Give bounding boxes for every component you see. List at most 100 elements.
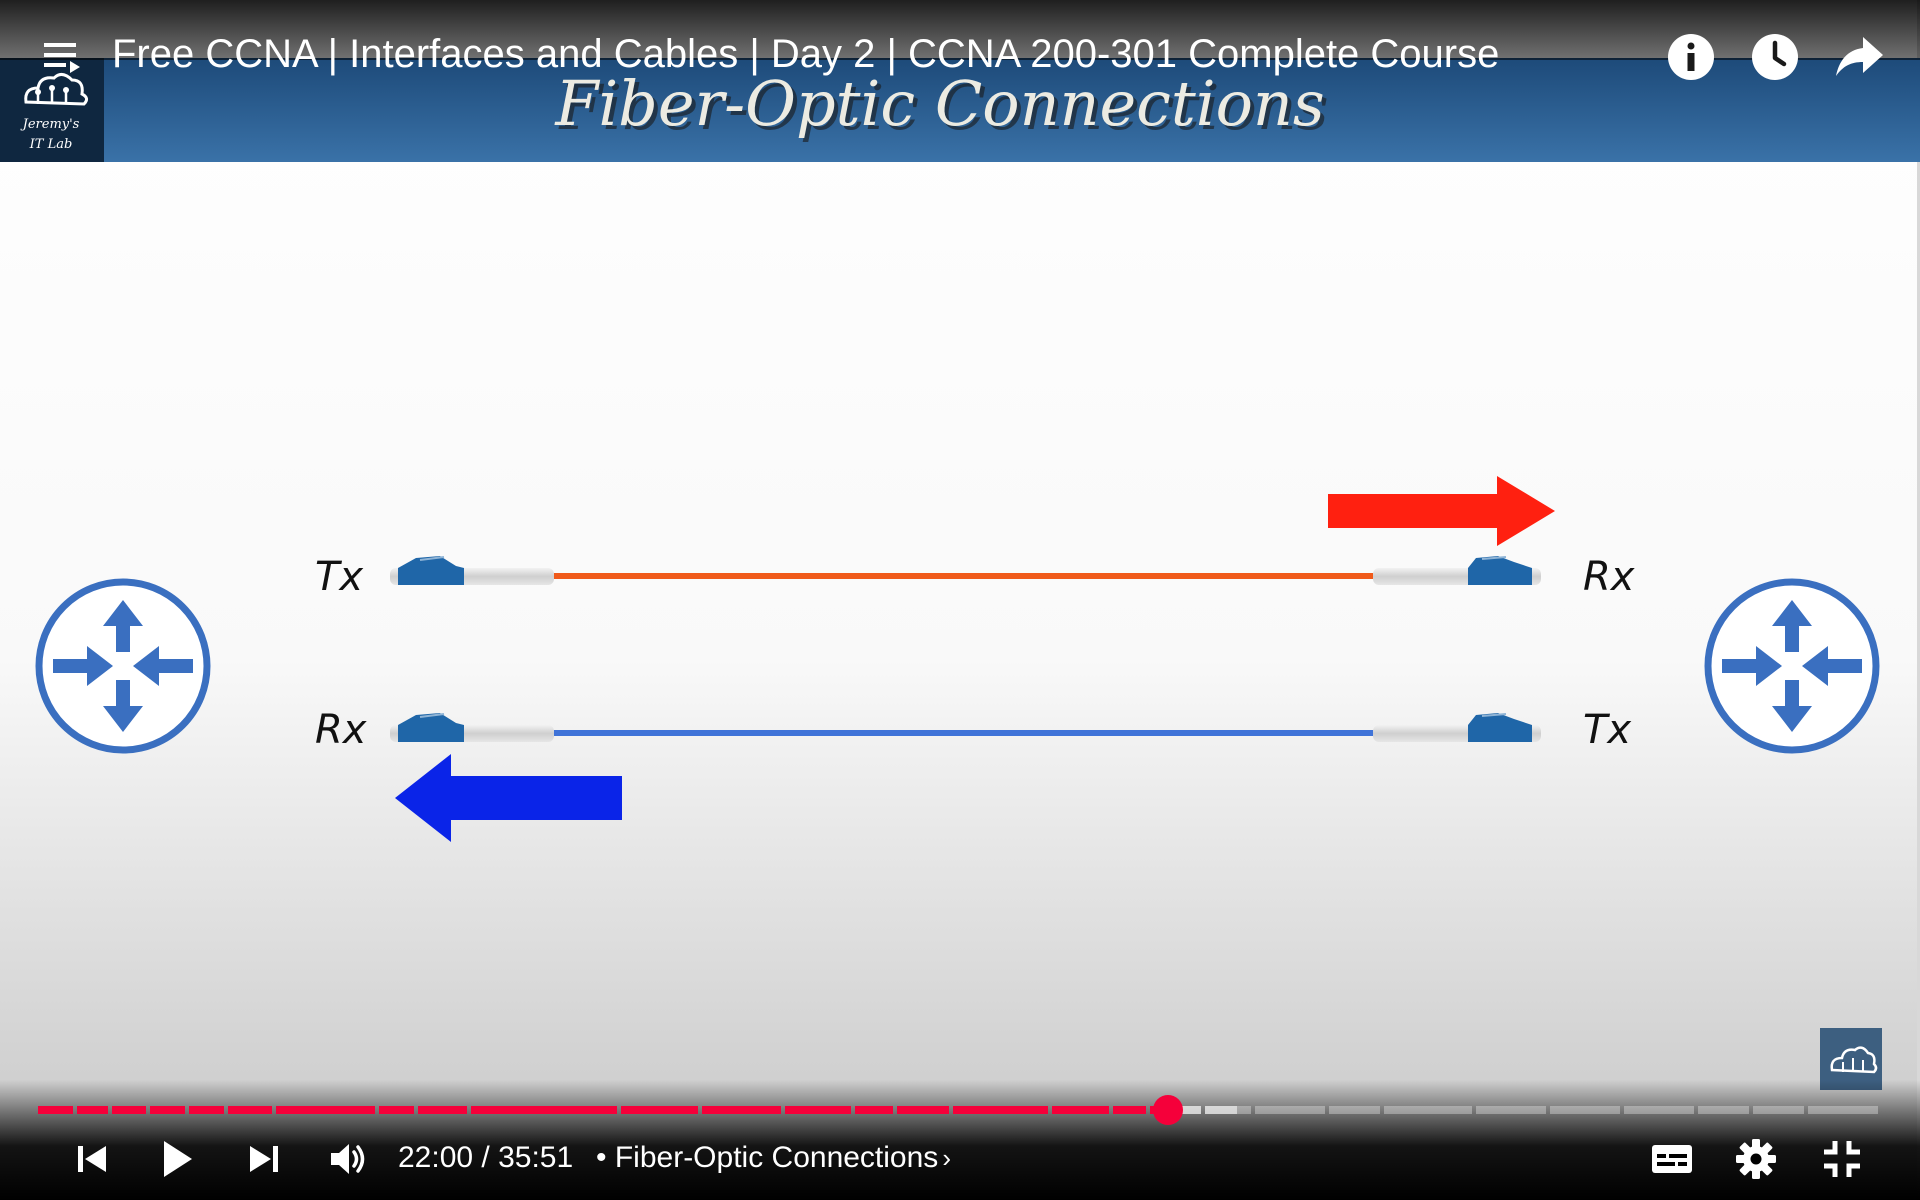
label-right-top: Rx	[1583, 554, 1635, 600]
settings-button[interactable]	[1726, 1129, 1786, 1189]
bottom-gradient	[0, 1080, 1920, 1200]
previous-icon	[78, 1146, 106, 1172]
progress-played-fill	[379, 1106, 414, 1114]
chapter-title-text: • Fiber-Optic Connections	[596, 1141, 939, 1174]
progress-played-fill	[227, 1106, 272, 1114]
progress-chapter-segment[interactable]	[471, 1106, 617, 1114]
progress-chapter-segment[interactable]	[189, 1106, 224, 1114]
progress-bar[interactable]	[38, 1106, 1882, 1114]
progress-chapter-segment[interactable]	[897, 1106, 949, 1114]
slide-logo-box	[0, 58, 104, 162]
progress-played-fill	[150, 1106, 186, 1114]
playlist-icon	[44, 43, 80, 73]
progress-played-fill	[471, 1106, 617, 1114]
volume-icon	[331, 1144, 365, 1174]
label-left-top: Tx	[315, 554, 363, 600]
share-icon	[1836, 37, 1883, 76]
channel-logo-icon	[1830, 1046, 1878, 1074]
label-left-bottom: Rx	[315, 707, 367, 753]
next-icon	[250, 1146, 278, 1172]
fiber-cable-top	[390, 556, 1541, 585]
volume-button[interactable]	[318, 1129, 378, 1189]
progress-chapter-segment[interactable]	[1550, 1106, 1620, 1114]
progress-chapter-segment[interactable]	[1476, 1106, 1547, 1114]
progress-chapter-segment[interactable]	[1623, 1106, 1694, 1114]
progress-played-fill	[1113, 1106, 1146, 1114]
progress-chapter-segment[interactable]	[76, 1106, 108, 1114]
logo-line2: IT Lab	[29, 137, 73, 152]
play-button[interactable]	[144, 1129, 208, 1189]
arrow-right-icon	[1328, 476, 1555, 546]
top-gradient	[0, 0, 1920, 60]
gear-icon	[1736, 1139, 1776, 1179]
progress-chapter-segment[interactable]	[1808, 1106, 1878, 1114]
right-router-icon	[1704, 578, 1880, 754]
progress-played-fill	[189, 1106, 224, 1114]
progress-played-fill	[897, 1106, 949, 1114]
progress-chapter-segment[interactable]	[620, 1106, 698, 1114]
progress-chapter-segment[interactable]	[701, 1106, 781, 1114]
progress-chapter-segment[interactable]	[1205, 1106, 1252, 1114]
chapter-title[interactable]: • Fiber-Optic Connections ›	[596, 1138, 951, 1178]
left-router-icon	[35, 578, 211, 754]
exit-fullscreen-button[interactable]	[1812, 1129, 1872, 1189]
progress-chapter-segment[interactable]	[1384, 1106, 1473, 1114]
chevron-right-icon: ›	[942, 1143, 951, 1173]
progress-played-fill	[952, 1106, 1049, 1114]
progress-chapter-segment[interactable]	[38, 1106, 73, 1114]
subtitles-icon	[1652, 1145, 1692, 1173]
next-button[interactable]	[234, 1129, 294, 1189]
progress-chapter-segment[interactable]	[1697, 1106, 1749, 1114]
progress-played-fill	[784, 1106, 851, 1114]
progress-chapter-segment[interactable]	[150, 1106, 186, 1114]
progress-chapter-segment[interactable]	[111, 1106, 147, 1114]
jeremys-it-lab-logo: Jeremy's IT Lab	[20, 73, 89, 152]
progress-chapter-segment[interactable]	[379, 1106, 414, 1114]
video-title[interactable]: Free CCNA | Interfaces and Cables | Day …	[112, 32, 1500, 76]
progress-played-fill	[1052, 1106, 1110, 1114]
slide-heading-shadow: Fiber-Optic Connections	[558, 71, 1328, 144]
progress-played-fill	[417, 1106, 468, 1114]
progress-chapter-segment[interactable]	[1052, 1106, 1110, 1114]
info-icon	[1668, 34, 1714, 80]
progress-chapter-segment[interactable]	[227, 1106, 272, 1114]
share-button[interactable]	[1832, 30, 1886, 84]
previous-button[interactable]	[62, 1129, 122, 1189]
label-right-bottom: Tx	[1583, 707, 1631, 753]
progress-chapter-segment[interactable]	[784, 1106, 851, 1114]
progress-played-fill	[275, 1106, 376, 1114]
watch-later-button[interactable]	[1748, 30, 1802, 84]
slide-banner	[0, 58, 1920, 162]
progress-chapter-segment[interactable]	[952, 1106, 1049, 1114]
progress-played-fill	[854, 1106, 894, 1114]
progress-chapter-segment[interactable]	[1328, 1106, 1381, 1114]
progress-buffered-fill	[1205, 1106, 1237, 1114]
progress-scrubber[interactable]	[1153, 1095, 1184, 1125]
progress-chapter-segment[interactable]	[1255, 1106, 1325, 1114]
progress-played-fill	[111, 1106, 147, 1114]
arrow-left-icon	[395, 754, 622, 842]
progress-played-fill	[76, 1106, 108, 1114]
clock-icon	[1752, 34, 1798, 80]
logo-line1: Jeremy's	[20, 117, 80, 132]
slide-right-border	[1917, 0, 1920, 1200]
progress-played-fill	[38, 1106, 73, 1114]
playlist-button[interactable]	[38, 34, 86, 82]
subtitles-button[interactable]	[1642, 1129, 1702, 1189]
slide-heading: Fiber-Optic Connections	[554, 67, 1324, 140]
exit-fullscreen-icon	[1824, 1141, 1860, 1177]
time-display: 22:00 / 35:51	[398, 1141, 574, 1174]
info-button[interactable]	[1664, 30, 1718, 84]
progress-chapter-segment[interactable]	[275, 1106, 376, 1114]
progress-chapter-segment[interactable]	[1752, 1106, 1805, 1114]
progress-played-fill	[701, 1106, 781, 1114]
progress-chapter-segment[interactable]	[417, 1106, 468, 1114]
progress-played-fill	[620, 1106, 698, 1114]
progress-chapter-segment[interactable]	[1113, 1106, 1146, 1114]
channel-watermark[interactable]	[1820, 1028, 1882, 1090]
fiber-cable-bottom	[390, 713, 1541, 742]
progress-chapter-segment[interactable]	[854, 1106, 894, 1114]
